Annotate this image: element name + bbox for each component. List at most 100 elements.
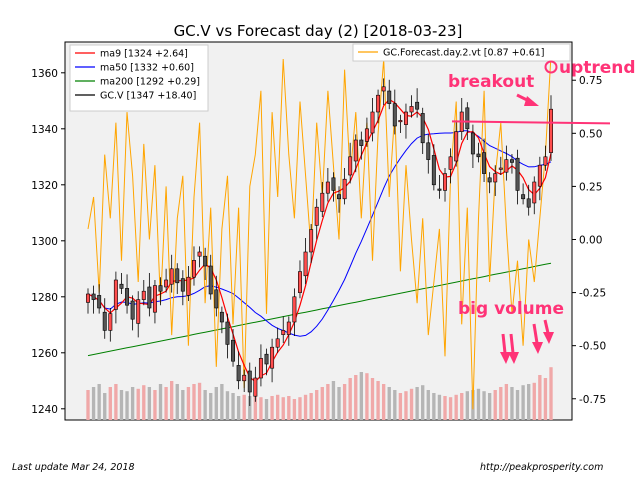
volume-bar xyxy=(125,391,129,420)
candle-body xyxy=(303,251,308,277)
volume-bar xyxy=(504,384,509,420)
candle-body xyxy=(236,365,241,382)
candle xyxy=(426,134,431,174)
volume-bar xyxy=(114,384,118,420)
volume-bar xyxy=(142,385,146,420)
candle-body xyxy=(203,255,208,267)
candle xyxy=(537,156,542,201)
candle-body xyxy=(504,159,509,173)
volume-bar xyxy=(108,387,112,420)
candle xyxy=(253,366,258,402)
volume-bar xyxy=(426,390,430,420)
candle-body xyxy=(281,330,286,335)
candle-body xyxy=(247,370,252,393)
candle xyxy=(320,182,325,217)
annotation-breakout: breakout xyxy=(448,72,534,92)
breakout-line xyxy=(451,120,611,125)
candle xyxy=(208,254,213,300)
volume-bar xyxy=(203,390,207,420)
volume-bar xyxy=(510,387,514,420)
volume-bar xyxy=(482,391,486,420)
breakout-arrowhead xyxy=(524,96,539,106)
candle-body xyxy=(264,353,269,365)
candle-body xyxy=(387,90,392,104)
volume-bar xyxy=(181,390,185,420)
volume-bar xyxy=(515,390,520,420)
candle xyxy=(431,144,436,191)
y-right-tick-label: -0.50 xyxy=(579,341,606,353)
volume-bar xyxy=(460,393,464,420)
volume-bar xyxy=(91,387,96,420)
candle-body xyxy=(325,181,330,194)
candle-body xyxy=(476,153,481,158)
candle xyxy=(108,308,113,342)
candle-body xyxy=(420,113,425,144)
candle xyxy=(509,154,514,174)
volume-arrows xyxy=(500,319,554,364)
legend-label-ma50: ma50 [1332 +0.60] xyxy=(100,63,194,74)
volume-bar xyxy=(532,382,536,420)
legend-label-gcv: GC.V [1347 +18.40] xyxy=(100,91,196,102)
annotation-uptrend: uptrend xyxy=(559,58,636,78)
volume-bar xyxy=(253,393,258,420)
volume-bar xyxy=(147,387,152,420)
candle xyxy=(359,131,364,160)
annotation-big-volume: big volume xyxy=(458,299,564,319)
volume-bar xyxy=(354,375,358,420)
uptrend-marker xyxy=(544,60,558,74)
volume-bar xyxy=(270,396,274,420)
candle-body xyxy=(487,177,492,183)
legend-label-ma200: ma200 [1292 +0.29] xyxy=(100,77,200,88)
volume-bar xyxy=(454,394,458,420)
candle xyxy=(119,273,124,294)
volume-bar xyxy=(543,378,548,420)
candle xyxy=(91,285,96,314)
volume-bar xyxy=(86,390,90,420)
footer-last-update: Last update Mar 24, 2018 xyxy=(12,462,135,473)
candle xyxy=(314,198,319,240)
volume-bar xyxy=(370,378,375,420)
volume-bar xyxy=(521,385,525,420)
volume-bars xyxy=(86,367,553,420)
candle xyxy=(470,124,475,168)
candle xyxy=(125,274,130,314)
volume-bar xyxy=(315,390,319,420)
candle xyxy=(482,138,487,182)
volume-bar xyxy=(487,393,492,420)
volume-bar xyxy=(421,385,425,420)
candle xyxy=(381,78,386,105)
volume-bar xyxy=(359,372,364,420)
candle xyxy=(186,266,191,301)
candle xyxy=(331,172,336,202)
y-right-tick-label: -0.25 xyxy=(579,288,606,300)
candle-body xyxy=(465,107,470,130)
candle-body xyxy=(532,181,537,204)
candle xyxy=(309,224,314,264)
y-left-tick-label: 1260 xyxy=(31,348,58,360)
candle-body xyxy=(526,198,531,208)
candle-body xyxy=(376,94,381,113)
candle xyxy=(403,103,408,139)
candle xyxy=(532,176,537,215)
candle-body xyxy=(258,358,263,379)
candle-body xyxy=(141,290,146,300)
candle xyxy=(97,284,102,314)
candle xyxy=(164,268,169,293)
volume-bar xyxy=(136,388,140,420)
volume-bar xyxy=(393,390,397,420)
candle xyxy=(342,168,347,205)
candle-body xyxy=(426,142,431,160)
y-axis-left: 1240 1260 1280 1300 1320 1340 1360 xyxy=(31,68,65,416)
candle xyxy=(102,298,107,339)
volume-bar xyxy=(186,387,191,420)
volume-bar xyxy=(493,390,497,420)
candle-body xyxy=(119,283,124,289)
candle xyxy=(141,280,146,306)
volume-bar xyxy=(398,393,403,420)
candle xyxy=(498,156,503,175)
volume-bar xyxy=(164,387,168,420)
candle xyxy=(286,316,291,346)
volume-bar xyxy=(342,384,347,420)
y-left-tick-label: 1300 xyxy=(31,236,58,248)
volume-bar xyxy=(320,387,324,420)
